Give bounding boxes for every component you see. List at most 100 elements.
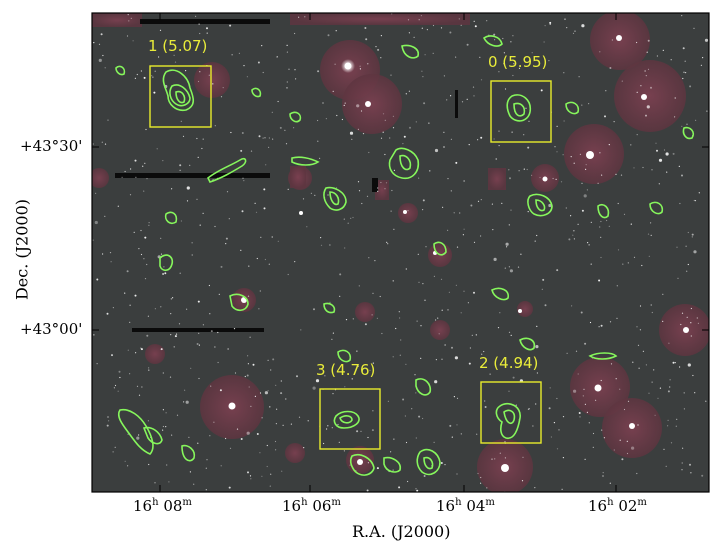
background-star <box>626 440 628 442</box>
background-star <box>186 308 188 310</box>
background-star <box>453 212 455 214</box>
background-star <box>298 16 300 18</box>
background-star <box>456 473 458 475</box>
background-star <box>416 489 419 492</box>
background-star <box>398 486 401 489</box>
background-star <box>651 311 653 314</box>
background-star <box>548 407 551 410</box>
candidate-box-3 <box>319 388 381 450</box>
background-star <box>98 43 101 45</box>
background-star <box>606 219 608 222</box>
background-star <box>590 221 592 223</box>
background-star <box>636 91 638 93</box>
background-star <box>219 389 222 392</box>
background-star <box>534 487 536 489</box>
background-star <box>247 363 249 365</box>
background-star <box>499 312 501 314</box>
background-star <box>170 334 172 336</box>
background-star <box>96 363 98 365</box>
background-star <box>327 425 329 427</box>
background-star <box>636 134 638 136</box>
background-star <box>585 168 587 170</box>
candidate-label-1: 1 (5.07) <box>148 37 208 55</box>
background-star <box>186 200 189 202</box>
background-star <box>202 138 204 140</box>
background-star <box>261 45 263 47</box>
background-star <box>269 406 271 408</box>
background-star <box>463 290 465 292</box>
background-star <box>180 120 182 122</box>
background-star <box>398 311 400 313</box>
background-star <box>344 386 346 388</box>
background-star <box>127 465 129 467</box>
background-star <box>449 31 452 34</box>
background-star <box>152 76 154 78</box>
background-star <box>392 115 394 117</box>
background-star <box>407 480 409 483</box>
background-star <box>128 20 130 22</box>
background-star <box>418 177 420 179</box>
background-star <box>214 346 216 348</box>
background-star <box>276 56 278 58</box>
background-star <box>243 65 245 67</box>
background-star <box>690 335 692 337</box>
background-star <box>693 27 695 29</box>
background-star <box>681 312 684 314</box>
background-star <box>505 242 509 246</box>
background-star <box>696 317 698 319</box>
background-star <box>461 101 464 103</box>
background-star <box>162 429 164 431</box>
background-star <box>166 464 168 466</box>
background-star <box>539 176 541 179</box>
background-star <box>672 152 675 155</box>
background-star <box>572 32 575 35</box>
background-star <box>112 307 114 309</box>
background-star <box>455 56 457 58</box>
background-star <box>422 209 424 211</box>
background-star <box>241 132 244 134</box>
background-star <box>687 263 689 266</box>
hour-unit: h <box>301 497 308 508</box>
background-star <box>481 353 483 355</box>
background-star <box>222 87 224 89</box>
background-star <box>656 149 658 152</box>
background-star <box>263 207 266 210</box>
background-star <box>306 226 308 228</box>
background-star <box>480 136 483 139</box>
background-star <box>189 164 191 166</box>
background-star <box>244 375 246 378</box>
background-star <box>667 390 670 393</box>
background-star <box>450 190 452 192</box>
background-star <box>296 375 298 378</box>
background-star <box>581 104 583 106</box>
background-star <box>534 240 536 242</box>
background-star <box>668 342 670 344</box>
background-star <box>164 272 166 274</box>
background-star <box>637 344 640 346</box>
background-star <box>268 146 270 148</box>
background-star <box>198 377 200 380</box>
background-star <box>451 436 453 438</box>
background-star <box>140 70 142 72</box>
background-star <box>651 381 653 383</box>
background-star <box>420 357 422 359</box>
background-star <box>620 174 623 176</box>
background-star <box>568 238 571 241</box>
background-star <box>217 331 219 334</box>
background-star <box>495 158 497 160</box>
background-star <box>104 67 106 69</box>
background-star <box>675 425 677 427</box>
background-star <box>621 80 623 82</box>
background-star <box>185 400 189 404</box>
background-star <box>367 436 369 439</box>
background-star <box>491 458 493 460</box>
background-star <box>441 358 443 360</box>
background-star <box>563 120 565 122</box>
background-star <box>329 244 331 246</box>
background-star <box>573 389 577 393</box>
candidate-label-0: 0 (5.95) <box>488 53 548 71</box>
background-star <box>199 224 201 226</box>
background-star <box>387 400 389 402</box>
background-star <box>317 140 319 142</box>
background-star <box>343 104 345 106</box>
